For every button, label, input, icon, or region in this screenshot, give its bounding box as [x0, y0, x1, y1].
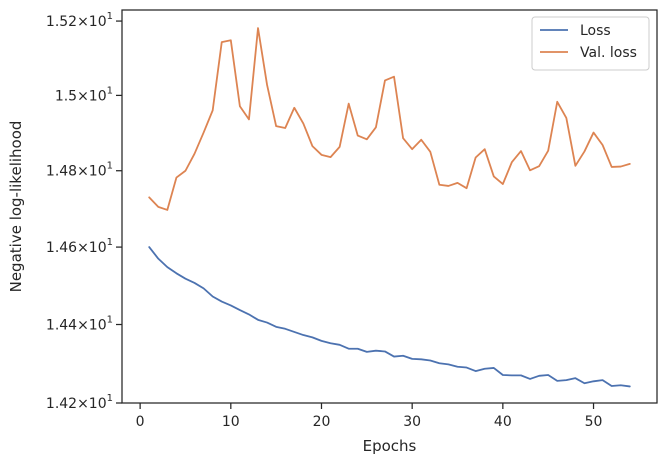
y-axis: 1.42×101 1.44×101 1.46×101 1.48×101 1.5×101 1… — [46, 11, 122, 412]
y-axis-label: Negative log-likelihood — [7, 121, 25, 293]
y-tick-label: 1.52×101 — [46, 11, 113, 30]
legend: Loss Val. loss — [531, 16, 650, 71]
y-tick-label: 1.5×101 — [55, 85, 113, 104]
x-tick-label: 10 — [222, 414, 240, 430]
axes-frame — [121, 9, 658, 404]
x-axis: 0 10 20 30 40 50 — [136, 403, 603, 430]
legend-label: Loss — [580, 23, 611, 39]
x-tick-label: 30 — [403, 414, 421, 430]
series-layer — [148, 27, 631, 388]
y-tick-label: 1.44×101 — [46, 315, 113, 334]
x-tick-label: 20 — [313, 414, 331, 430]
x-tick-label: 40 — [494, 414, 512, 430]
series-line-val-loss — [148, 27, 631, 211]
x-tick-label: 50 — [585, 414, 603, 430]
y-tick-label: 1.48×101 — [46, 161, 113, 180]
y-tick-label: 1.46×101 — [46, 237, 113, 256]
x-axis-label: Epochs — [363, 437, 417, 455]
legend-label: Val. loss — [580, 45, 637, 61]
series-line-loss — [148, 246, 631, 388]
x-tick-label: 0 — [136, 414, 145, 430]
y-tick-label: 1.42×101 — [46, 393, 113, 412]
